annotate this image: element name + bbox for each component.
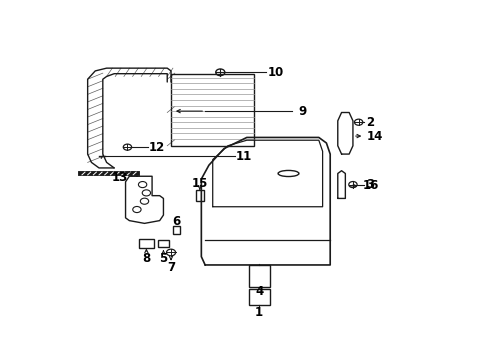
- Text: 2: 2: [366, 116, 373, 129]
- Text: 1: 1: [255, 306, 263, 319]
- Text: 12: 12: [148, 141, 164, 154]
- Bar: [171, 74, 254, 146]
- Text: 4: 4: [255, 285, 263, 298]
- Text: 16: 16: [362, 179, 378, 193]
- Text: 11: 11: [235, 149, 251, 162]
- Text: 14: 14: [366, 130, 382, 143]
- Text: 8: 8: [142, 252, 150, 265]
- Bar: [158, 240, 169, 247]
- Text: 13: 13: [112, 171, 128, 184]
- Text: 15: 15: [191, 177, 207, 190]
- Bar: [173, 226, 180, 234]
- Bar: [139, 239, 154, 248]
- Bar: [195, 190, 203, 201]
- Text: 9: 9: [297, 105, 305, 118]
- Text: 5: 5: [159, 252, 167, 265]
- Bar: [248, 265, 269, 287]
- Text: 6: 6: [172, 216, 180, 229]
- Bar: [248, 288, 269, 305]
- Text: 10: 10: [267, 66, 284, 79]
- Text: 7: 7: [166, 261, 175, 274]
- Text: 3: 3: [366, 178, 373, 191]
